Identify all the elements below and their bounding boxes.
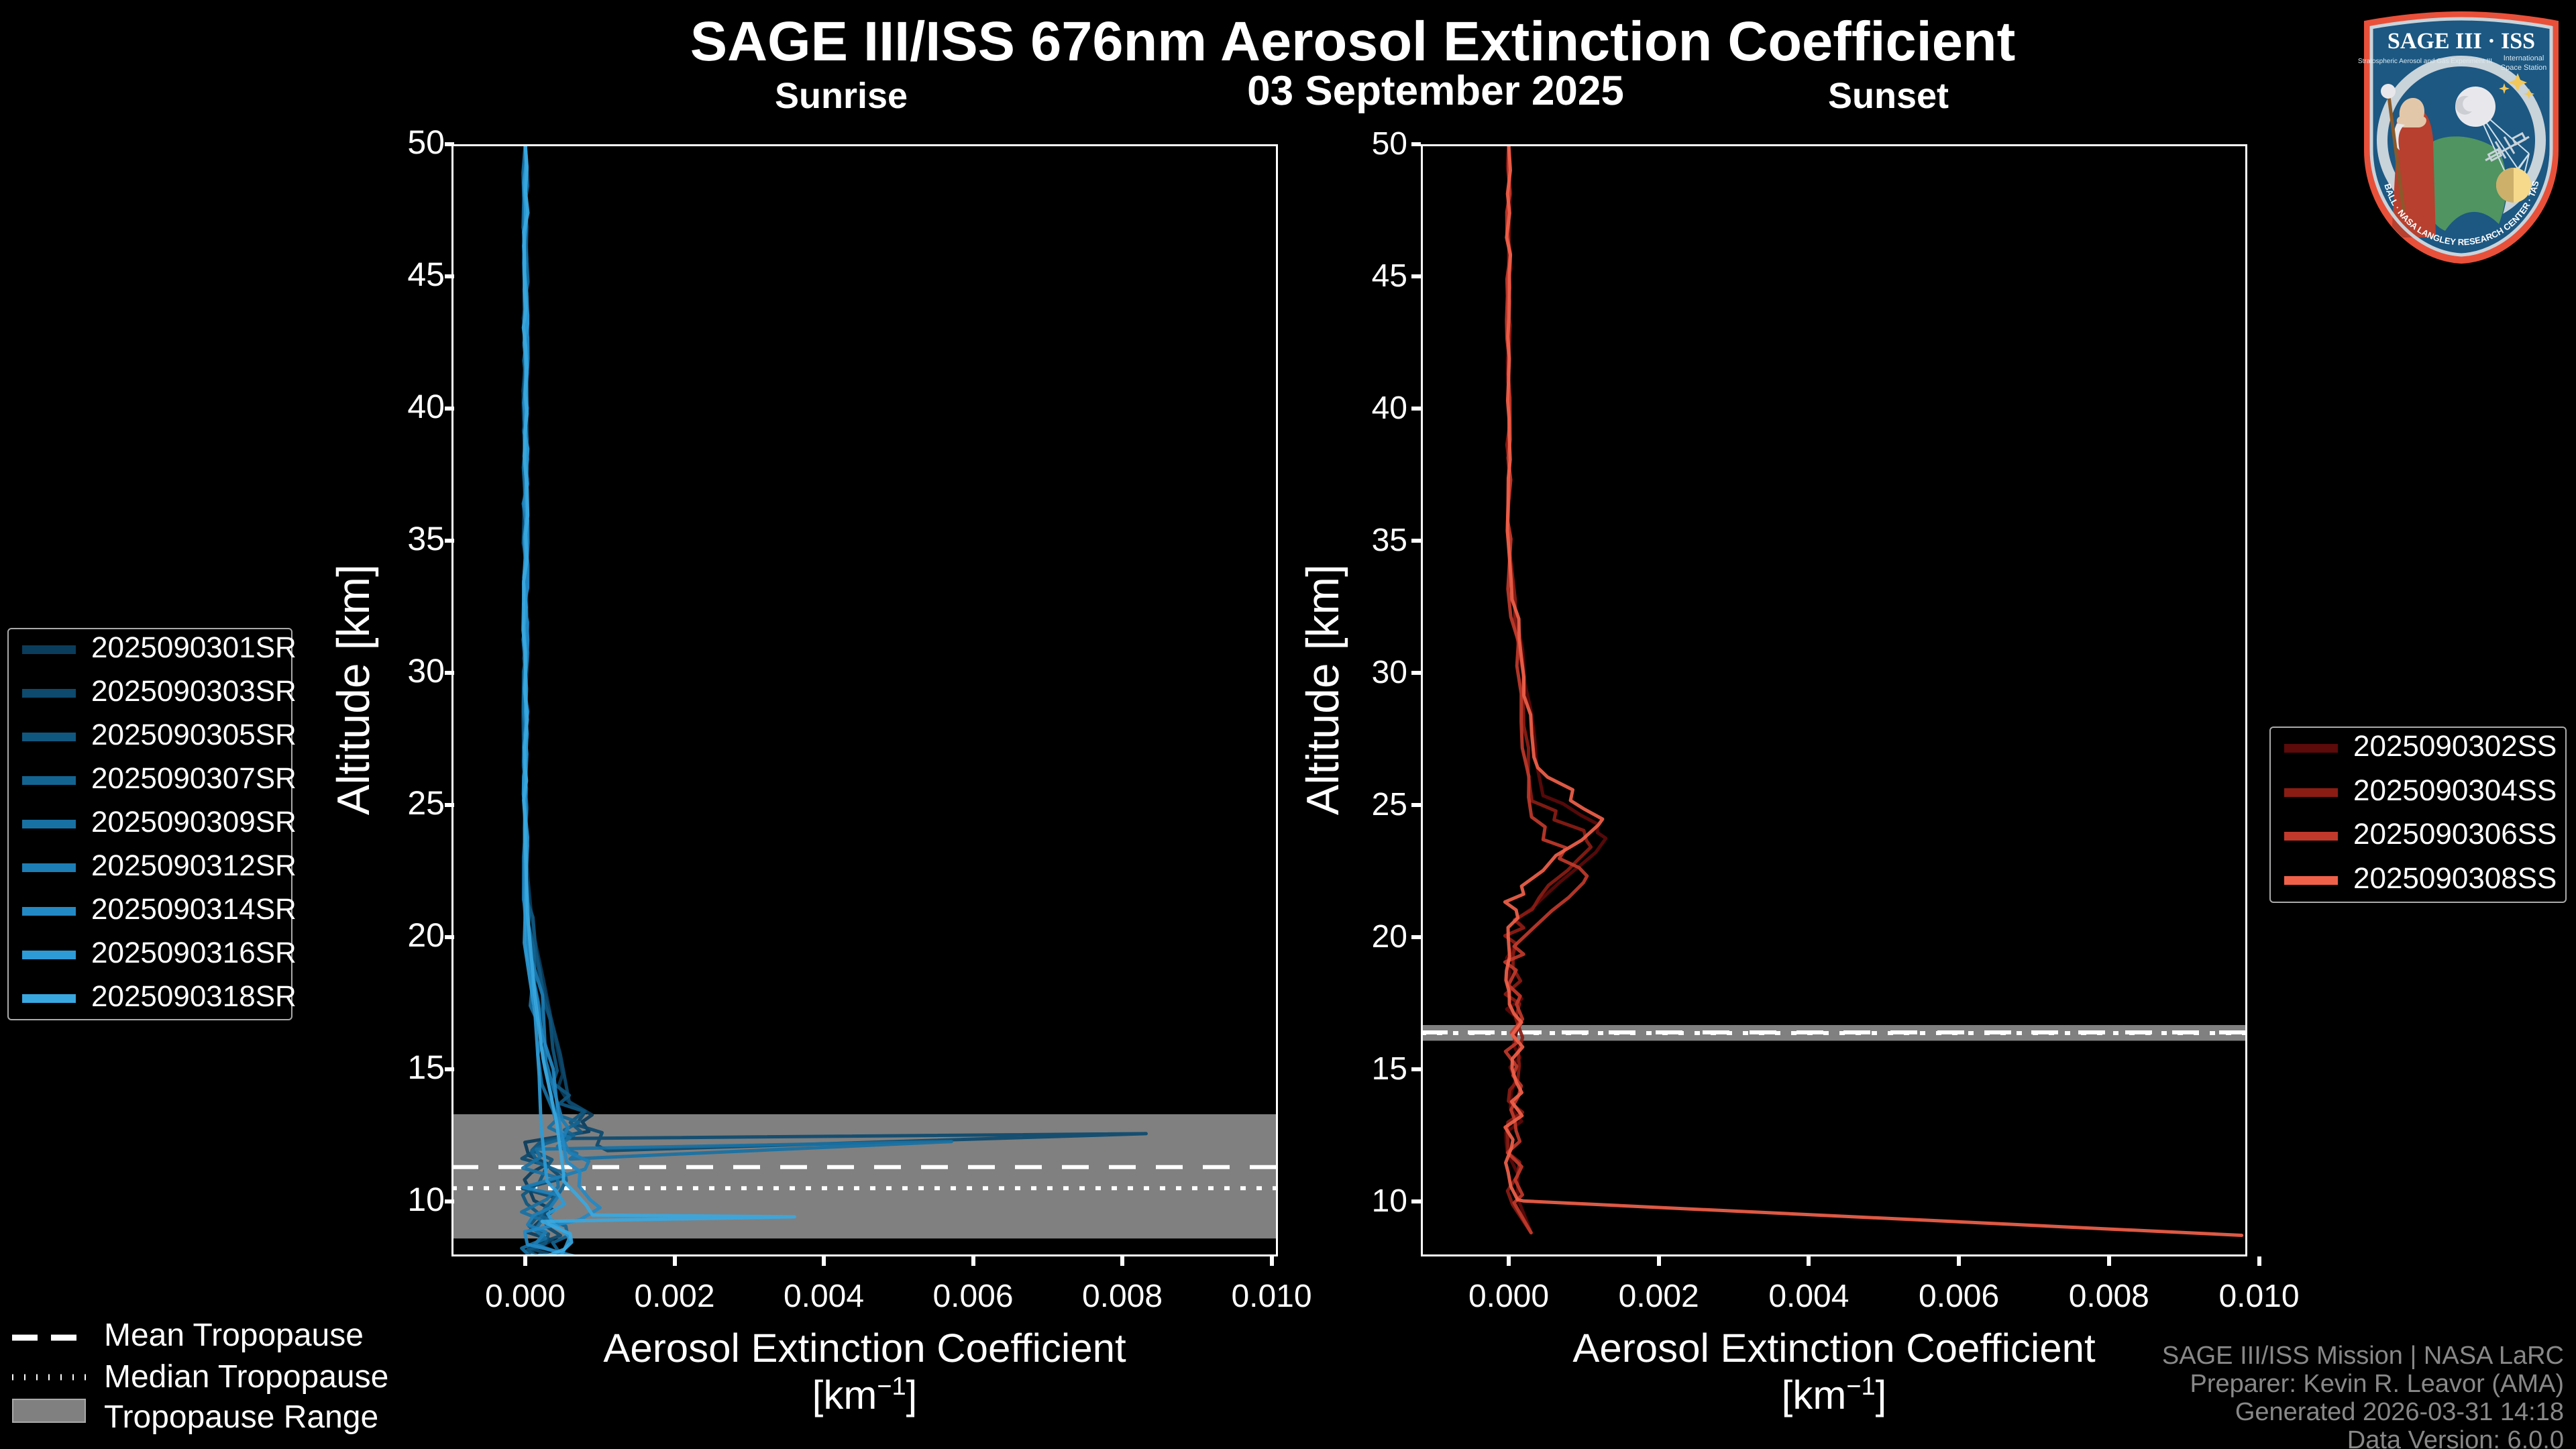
svg-text:SAGE III · ISS: SAGE III · ISS [2387,29,2535,54]
svg-text:Stratospheric Aerosol and Gas: Stratospheric Aerosol and Gas Experiment… [2358,58,2492,65]
svg-text:Space Station: Space Station [2501,64,2547,72]
svg-text:International: International [2504,54,2544,62]
